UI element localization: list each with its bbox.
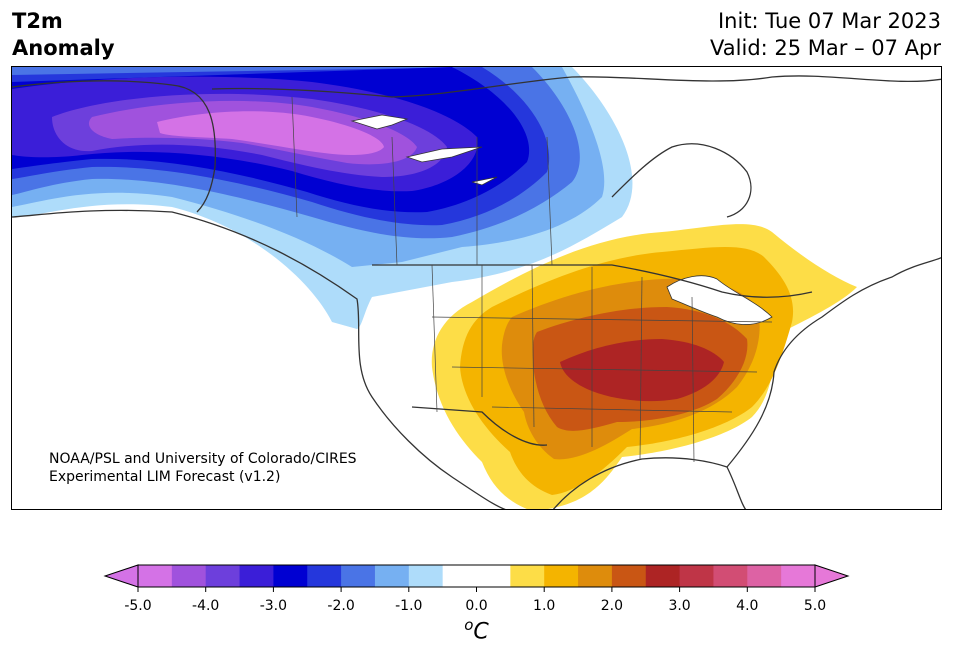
colorbar-swatch	[307, 565, 342, 587]
forecast-dates: Init: Tue 07 Mar 2023 Valid: 25 Mar – 07…	[710, 8, 941, 62]
colorbar-swatch	[138, 565, 173, 587]
init-date: Init: Tue 07 Mar 2023	[717, 9, 941, 33]
units-superscript: o	[464, 616, 474, 634]
colorbar-swatch	[408, 565, 444, 587]
valid-range: Valid: 25 Mar – 07 Apr	[710, 36, 941, 60]
colorbar-swatch	[679, 565, 714, 587]
pacific-coastline	[12, 209, 506, 509]
colorbar-swatch	[341, 565, 376, 587]
great-bear-lake	[350, 114, 409, 130]
colorbar-swatch	[611, 565, 647, 587]
colorbar-swatch	[239, 565, 274, 587]
credit-line-1: NOAA/PSL and University of Colorado/CIRE…	[49, 451, 357, 467]
units-label: oC	[0, 616, 953, 644]
colorbar-tick-label: -1.0	[395, 598, 423, 614]
atlantic-coastline	[726, 257, 941, 468]
colorbar-tick-label: 4.0	[736, 598, 759, 614]
hudson-bay-coast	[611, 143, 752, 218]
colorbar-tick-label: -3.0	[259, 598, 288, 614]
colorbar-under-arrow	[103, 564, 139, 588]
state-line-8	[451, 366, 758, 373]
state-line-3	[531, 264, 535, 428]
province-line-1	[291, 96, 298, 218]
colorbar-tick-label: 1.0	[533, 598, 556, 614]
colorbar-over-arrow	[814, 564, 850, 588]
colorbar-swatch	[713, 565, 748, 587]
state-line-1	[431, 264, 438, 413]
colorbar-swatch	[205, 565, 241, 587]
state-line-6	[691, 296, 695, 463]
colorbar-swatch	[781, 565, 816, 587]
colorbar-tick-label: 3.0	[668, 598, 691, 614]
colorbar-tick-label: 0.0	[465, 598, 488, 614]
colorbar-svg	[103, 564, 850, 592]
cold-contour-4.5	[157, 111, 384, 155]
colorbar-swatch	[171, 565, 207, 587]
credit-text: NOAA/PSL and University of Colorado/CIRE…	[49, 450, 357, 486]
variable-label: T2m	[12, 9, 63, 33]
us-mexico-border	[411, 406, 548, 446]
colorbar-swatch	[645, 565, 681, 587]
colorbar-swatch	[442, 565, 477, 587]
us-canada-border	[372, 264, 813, 298]
units-base: C	[473, 619, 489, 645]
great-slave-lake	[405, 146, 483, 163]
province-line-2	[391, 136, 398, 266]
state-line-9	[491, 406, 733, 413]
gulf-coastline	[552, 457, 747, 509]
colorbar-swatch	[510, 565, 545, 587]
map-title: T2m Anomaly	[12, 8, 115, 62]
colorbar-tick-label: 2.0	[600, 598, 624, 614]
province-line-4	[546, 136, 553, 266]
colorbar: -5.0 -4.0 -3.0 -2.0 -1.0 0.0 1.0 2.0 3.0 4.0 5.0 o…	[0, 560, 953, 656]
alaska-outline	[12, 80, 217, 213]
colorbar-tick-label: -4.0	[192, 598, 220, 614]
colorbar-tick-label: 5.0	[803, 598, 827, 614]
state-line-7	[431, 316, 773, 323]
cold-anomaly-shading	[12, 67, 941, 329]
colorbar-tick-label: -5.0	[124, 598, 152, 614]
state-line-5	[639, 276, 643, 460]
state-province-lines	[291, 96, 773, 463]
coastlines-and-borders	[12, 75, 941, 509]
great-lakes	[666, 275, 773, 325]
colorbar-swatch	[273, 565, 308, 587]
map-canvas	[12, 67, 941, 509]
field-label: Anomaly	[12, 36, 115, 60]
anomaly-map	[11, 66, 942, 510]
colorbar-tick-label: -2.0	[327, 598, 355, 614]
colorbar-swatch	[747, 565, 782, 587]
credit-line-2: Experimental LIM Forecast (v1.2)	[49, 469, 281, 485]
colorbar-swatch	[578, 565, 613, 587]
arctic-coast	[211, 75, 941, 98]
colorbar-swatch	[476, 565, 511, 587]
colorbar-swatch	[374, 565, 410, 587]
colorbar-swatch	[544, 565, 579, 587]
